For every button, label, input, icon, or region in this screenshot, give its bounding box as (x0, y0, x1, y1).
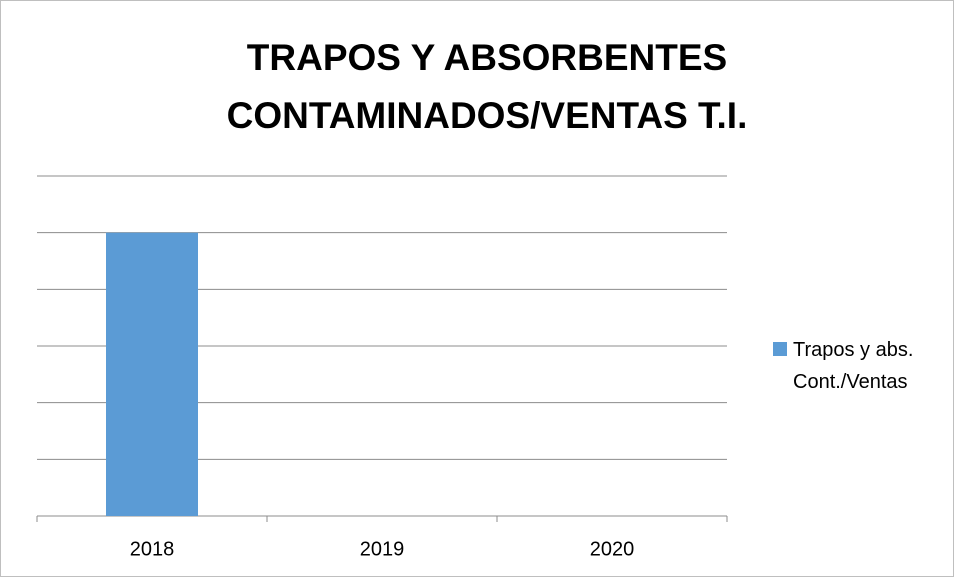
chart-title: TRAPOS Y ABSORBENTES (247, 37, 727, 78)
chart-title: CONTAMINADOS/VENTAS T.I. (227, 95, 748, 136)
legend-swatch (773, 342, 787, 356)
legend-label: Trapos y abs. Cont./Ventas (793, 339, 914, 393)
x-tick-label: 2018 (130, 538, 175, 560)
x-tick-label: 2020 (590, 538, 635, 560)
bar (106, 232, 198, 516)
x-tick-label: 2019 (360, 538, 405, 560)
